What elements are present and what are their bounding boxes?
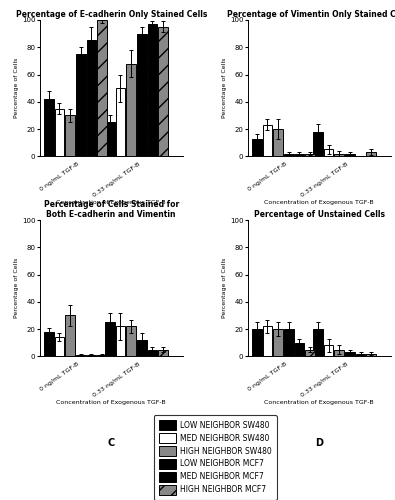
Bar — [366, 354, 376, 356]
Bar — [334, 154, 344, 156]
Bar — [148, 350, 157, 356]
Bar — [252, 138, 261, 156]
Bar — [366, 152, 376, 156]
Bar — [105, 322, 115, 356]
Bar — [305, 350, 315, 356]
Bar — [148, 24, 157, 156]
Bar — [273, 129, 283, 156]
Bar — [305, 154, 315, 156]
Y-axis label: Percentage of Cells: Percentage of Cells — [14, 58, 19, 118]
Text: C: C — [107, 438, 115, 448]
Bar — [126, 326, 136, 356]
X-axis label: Concentration of Exogenous TGF-B: Concentration of Exogenous TGF-B — [265, 200, 374, 205]
Bar — [87, 355, 96, 356]
Bar — [44, 332, 54, 356]
Bar — [76, 355, 86, 356]
Title: Percentage of E-cadherin Only Stained Cells: Percentage of E-cadherin Only Stained Ce… — [15, 10, 207, 19]
Bar — [65, 316, 75, 356]
Bar — [158, 27, 168, 156]
Bar — [97, 20, 107, 156]
Bar — [284, 329, 293, 356]
Bar — [324, 346, 333, 356]
Bar — [345, 154, 355, 156]
Y-axis label: Percentage of Cells: Percentage of Cells — [222, 58, 227, 118]
Bar — [126, 64, 136, 156]
Bar — [87, 40, 96, 156]
Title: Percentage of Cells Stained for
Both E-cadherin and Vimentin: Percentage of Cells Stained for Both E-c… — [43, 200, 179, 219]
Text: A: A — [107, 238, 115, 248]
Bar — [116, 88, 125, 156]
Title: Percentage of Vimentin Only Stained Cells: Percentage of Vimentin Only Stained Cell… — [228, 10, 395, 19]
Bar — [55, 337, 64, 356]
Bar — [55, 108, 64, 156]
Bar — [324, 150, 333, 156]
Bar — [334, 350, 344, 356]
Bar — [263, 326, 272, 356]
Bar — [137, 340, 147, 356]
Legend: LOW NEIGHBOR SW480, MED NEIGHBOR SW480, HIGH NEIGHBOR SW480, LOW NEIGHBOR MCF7, : LOW NEIGHBOR SW480, MED NEIGHBOR SW480, … — [154, 415, 277, 500]
X-axis label: Concentration of Exogenous TGF-B: Concentration of Exogenous TGF-B — [56, 400, 166, 406]
Text: B: B — [316, 238, 323, 248]
Y-axis label: Percentage of Cells: Percentage of Cells — [222, 258, 227, 318]
Bar — [345, 352, 355, 356]
Bar — [263, 125, 272, 156]
Bar — [137, 34, 147, 156]
Bar — [105, 122, 115, 156]
Bar — [313, 132, 323, 156]
X-axis label: Concentration of Exogenous TGF-B: Concentration of Exogenous TGF-B — [56, 200, 166, 205]
Bar — [252, 329, 261, 356]
Bar — [284, 154, 293, 156]
Bar — [44, 99, 54, 156]
Bar — [116, 326, 125, 356]
Bar — [158, 350, 168, 356]
Bar — [356, 354, 365, 356]
Title: Percentage of Unstained Cells: Percentage of Unstained Cells — [254, 210, 385, 219]
Y-axis label: Percentage of Cells: Percentage of Cells — [14, 258, 19, 318]
Bar — [273, 329, 283, 356]
Bar — [313, 329, 323, 356]
Text: D: D — [315, 438, 323, 448]
Bar — [295, 154, 304, 156]
X-axis label: Concentration of Exogenous TGF-B: Concentration of Exogenous TGF-B — [265, 400, 374, 406]
Bar — [76, 54, 86, 156]
Bar — [97, 355, 107, 356]
Bar — [65, 116, 75, 156]
Bar — [295, 342, 304, 356]
